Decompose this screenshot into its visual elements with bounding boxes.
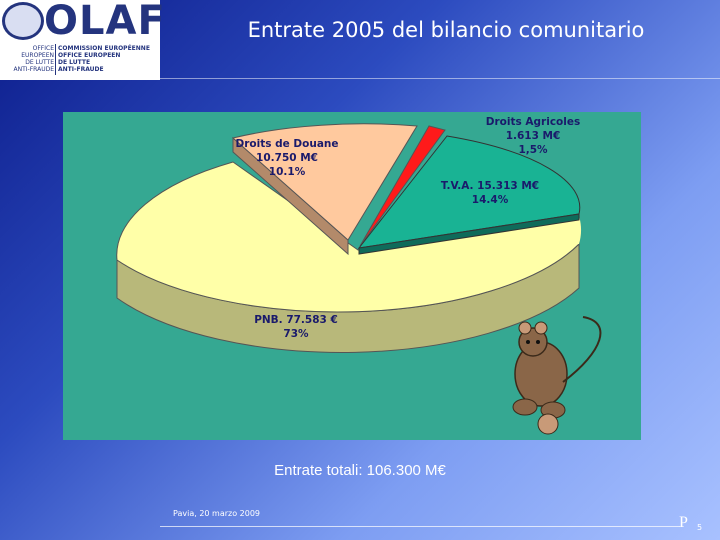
pie-slice-pnb (116, 161, 580, 313)
eu-stars-icon (2, 2, 44, 40)
label-agricoles-line1: 1.613 M€ (506, 130, 561, 142)
logo-text-left: OFFICE EUROPEEN DE LUTTE ANTI-FRAUDE (13, 45, 54, 73)
footer-divider (160, 526, 680, 527)
pie-side-tva (358, 213, 580, 255)
label-pnb-line2: 73% (283, 328, 309, 340)
mouse-illustration (512, 316, 602, 435)
pie-slice-agricoles (359, 125, 446, 247)
label-agricoles-line0: Droits Agricoles (486, 116, 580, 128)
olaf-logo: OLAF OFFICE EUROPEEN DE LUTTE ANTI-FRAUD… (0, 0, 165, 80)
logo-title: OLAF (44, 0, 166, 44)
label-douane-line2: 10.1% (269, 166, 306, 178)
pie-chart-area: Droits de Douane 10.750 M€ 10.1% Droits … (63, 112, 641, 440)
slide-title: Entrate 2005 del bilancio comunitario (247, 18, 645, 42)
label-agricoles-line2: 1,5% (518, 144, 548, 156)
label-douane-line0: Droits de Douane (235, 138, 338, 150)
footer-date: Pavia, 20 marzo 2009 (173, 509, 261, 518)
total-caption: Entrate totali: 106.300 M€ (274, 462, 446, 479)
pie-chart: Droits de Douane 10.750 M€ 10.1% Droits … (116, 116, 602, 435)
title-divider (160, 78, 720, 79)
page-letter: P (679, 514, 688, 531)
pie-slice-tva (357, 135, 581, 249)
label-tva-line2: 14.4% (472, 194, 509, 206)
logo-text-right: COMMISSION EUROPÉENNE OFFICE EUROPEEN DE… (58, 45, 150, 73)
label-pnb-line1: PNB. 77.583 € (254, 314, 338, 326)
pie-slice-douane (231, 123, 418, 241)
label-tva-line1: T.V.A. 15.313 M€ (441, 180, 539, 192)
page-number: 5 (697, 523, 703, 532)
logo-divider (55, 44, 56, 75)
label-douane-line1: 10.750 M€ (256, 152, 318, 164)
